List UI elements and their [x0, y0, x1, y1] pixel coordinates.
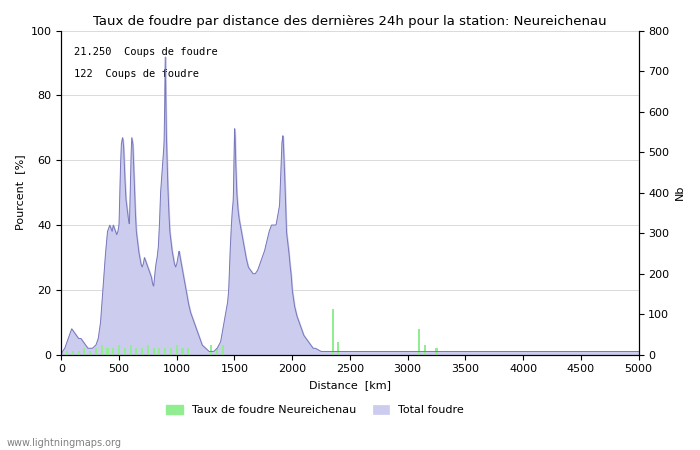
Bar — [418, 329, 420, 355]
Bar — [164, 348, 166, 355]
Bar — [101, 345, 103, 355]
Bar — [337, 342, 340, 355]
Text: 21.250  Coups de foudre: 21.250 Coups de foudre — [74, 47, 218, 57]
Bar — [135, 348, 137, 355]
Bar — [210, 345, 212, 355]
Bar — [147, 345, 149, 355]
Bar — [89, 351, 91, 355]
Bar — [118, 345, 120, 355]
Text: 122  Coups de foudre: 122 Coups de foudre — [74, 69, 199, 80]
Bar — [181, 348, 183, 355]
Bar — [332, 309, 334, 355]
Bar — [106, 348, 108, 355]
Bar — [124, 348, 126, 355]
Bar — [95, 348, 97, 355]
Bar — [216, 348, 218, 355]
Bar — [141, 348, 143, 355]
Bar — [435, 348, 438, 355]
Bar — [72, 351, 74, 355]
Bar — [78, 351, 80, 355]
Bar — [66, 351, 68, 355]
Bar — [130, 345, 132, 355]
Bar — [83, 348, 85, 355]
Bar — [187, 348, 189, 355]
Bar — [176, 345, 178, 355]
X-axis label: Distance  [km]: Distance [km] — [309, 380, 391, 390]
Y-axis label: Pourcent  [%]: Pourcent [%] — [15, 155, 25, 230]
Bar — [424, 345, 426, 355]
Y-axis label: Nb: Nb — [675, 185, 685, 200]
Bar — [222, 345, 224, 355]
Bar — [153, 348, 155, 355]
Bar — [158, 348, 160, 355]
Text: www.lightningmaps.org: www.lightningmaps.org — [7, 438, 122, 448]
Bar — [112, 348, 114, 355]
Title: Taux de foudre par distance des dernières 24h pour la station: Neureichenau: Taux de foudre par distance des dernière… — [93, 15, 607, 28]
Bar — [170, 348, 172, 355]
Legend: Taux de foudre Neureichenau, Total foudre: Taux de foudre Neureichenau, Total foudr… — [162, 400, 468, 420]
